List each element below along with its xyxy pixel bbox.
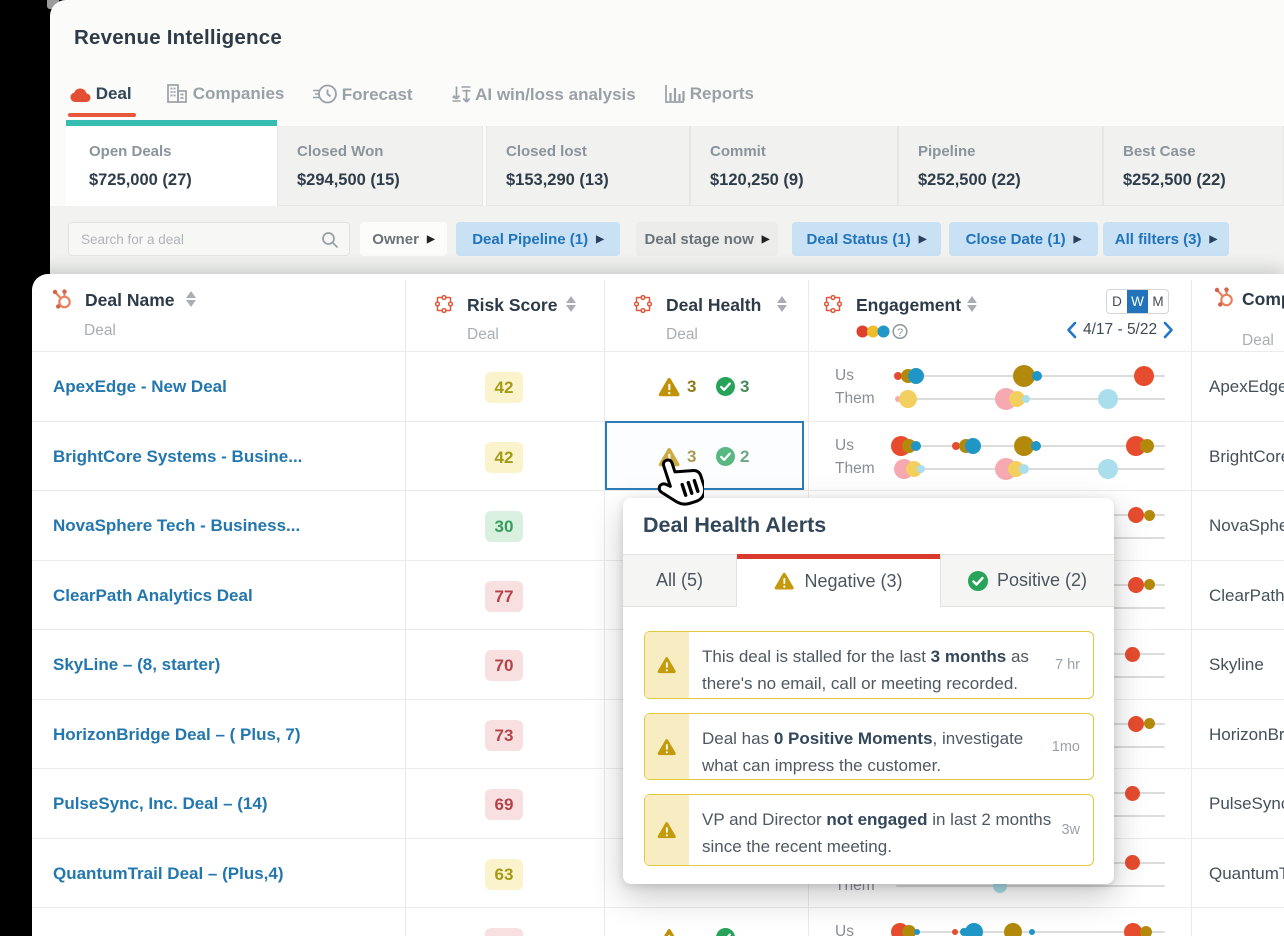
svg-text:?: ? <box>897 327 903 339</box>
